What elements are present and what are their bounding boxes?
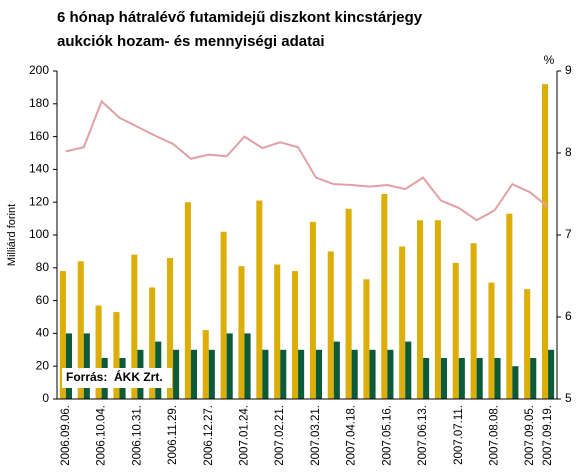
bar	[369, 349, 376, 399]
bar	[202, 330, 209, 399]
bar	[131, 254, 138, 399]
y2-tick-label: 9	[565, 63, 572, 77]
bar	[262, 349, 269, 399]
y2-tick-label: 5	[565, 391, 572, 405]
y-tick-label: 40	[36, 326, 50, 340]
bar	[423, 358, 430, 399]
bar	[345, 208, 352, 399]
bar	[149, 287, 156, 399]
bar	[381, 194, 388, 399]
annotation-box	[62, 368, 172, 388]
y-tick-label: 80	[36, 260, 50, 274]
bar	[226, 333, 233, 399]
chart-title: 6 hónap hátralévő futamidejű diszkont ki…	[57, 9, 423, 26]
bar	[405, 341, 412, 399]
bar	[327, 251, 334, 399]
y2-tick-label: 8	[565, 145, 572, 159]
bar	[387, 349, 394, 399]
bar	[244, 333, 251, 399]
x-tick-label: 2006.10.31.	[131, 405, 143, 466]
y-tick-label: 60	[36, 293, 50, 307]
bar	[434, 220, 441, 399]
bar	[167, 257, 174, 399]
bar	[309, 221, 316, 399]
x-tick-label: 2007.08.08.	[489, 405, 501, 466]
bar	[417, 220, 424, 399]
x-tick-label: 2007.02.21.	[274, 405, 286, 466]
bar	[524, 289, 531, 399]
bar	[184, 202, 191, 399]
bar	[113, 312, 120, 399]
bar	[292, 271, 299, 399]
line	[65, 99, 549, 222]
y2-tick-label: 6	[565, 309, 572, 323]
x-tick-label: 2007.04.18.	[346, 405, 358, 466]
x-tick-label: 2006.12.27.	[203, 405, 215, 466]
y-tick-label: 180	[29, 96, 49, 110]
bar	[506, 213, 513, 399]
bar	[470, 243, 477, 399]
x-tick-label: 2007.09.19.	[542, 405, 554, 466]
x-tick-label: 2007.06.13.	[417, 405, 429, 466]
y2-tick-label: 7	[565, 227, 572, 241]
bar	[83, 333, 90, 399]
bar	[530, 358, 537, 399]
y-tick-label: 200	[29, 63, 49, 77]
y-tick-label: 160	[29, 129, 49, 143]
y2-axis-label: %	[544, 53, 555, 67]
y-tick-label: 20	[36, 358, 50, 372]
bar	[256, 200, 263, 399]
bar	[351, 349, 358, 399]
bar	[542, 84, 549, 400]
bar	[452, 262, 459, 399]
x-tick-label: 2006.11.29.	[167, 405, 179, 465]
x-tick-label: 2007.01.24.	[239, 405, 251, 466]
x-tick-label: 2007.09.05.	[524, 405, 536, 466]
x-tick-label: 2007.03.21.	[310, 405, 322, 466]
bar	[65, 333, 72, 399]
bar	[548, 349, 555, 399]
bar	[220, 231, 227, 399]
y-tick-label: 120	[29, 194, 49, 208]
bar	[208, 349, 215, 399]
bar	[77, 261, 84, 399]
bar	[399, 246, 406, 399]
bar	[298, 349, 305, 399]
x-tick-label: 2007.07.11.	[453, 405, 465, 465]
y-axis-label: Milliárd forint	[6, 204, 18, 266]
bar	[95, 305, 102, 399]
bar	[280, 349, 287, 399]
x-tick-label: 2006.09.06.	[60, 405, 72, 466]
bar	[440, 358, 447, 399]
x-tick-label: 2006.10.04.	[96, 405, 108, 466]
bar	[315, 349, 322, 399]
bar	[512, 366, 519, 399]
bar	[333, 341, 340, 399]
bar	[494, 358, 501, 399]
bar	[363, 279, 370, 399]
y-tick-label: 140	[29, 162, 49, 176]
bar	[190, 349, 197, 399]
bar	[59, 271, 66, 399]
x-tick-label: 2007.05.16.	[381, 405, 393, 466]
bar	[476, 358, 483, 399]
annotation: Forrás: ÁKK Zrt.	[66, 369, 163, 384]
chart-title: aukciók hozam- és mennyiségi adatai	[57, 33, 325, 50]
bar	[238, 266, 245, 399]
y-tick-label: 0	[42, 391, 49, 405]
bar	[274, 264, 281, 399]
bar	[488, 282, 495, 399]
bar	[458, 358, 465, 399]
bar	[173, 349, 180, 399]
y-tick-label: 100	[29, 227, 49, 241]
